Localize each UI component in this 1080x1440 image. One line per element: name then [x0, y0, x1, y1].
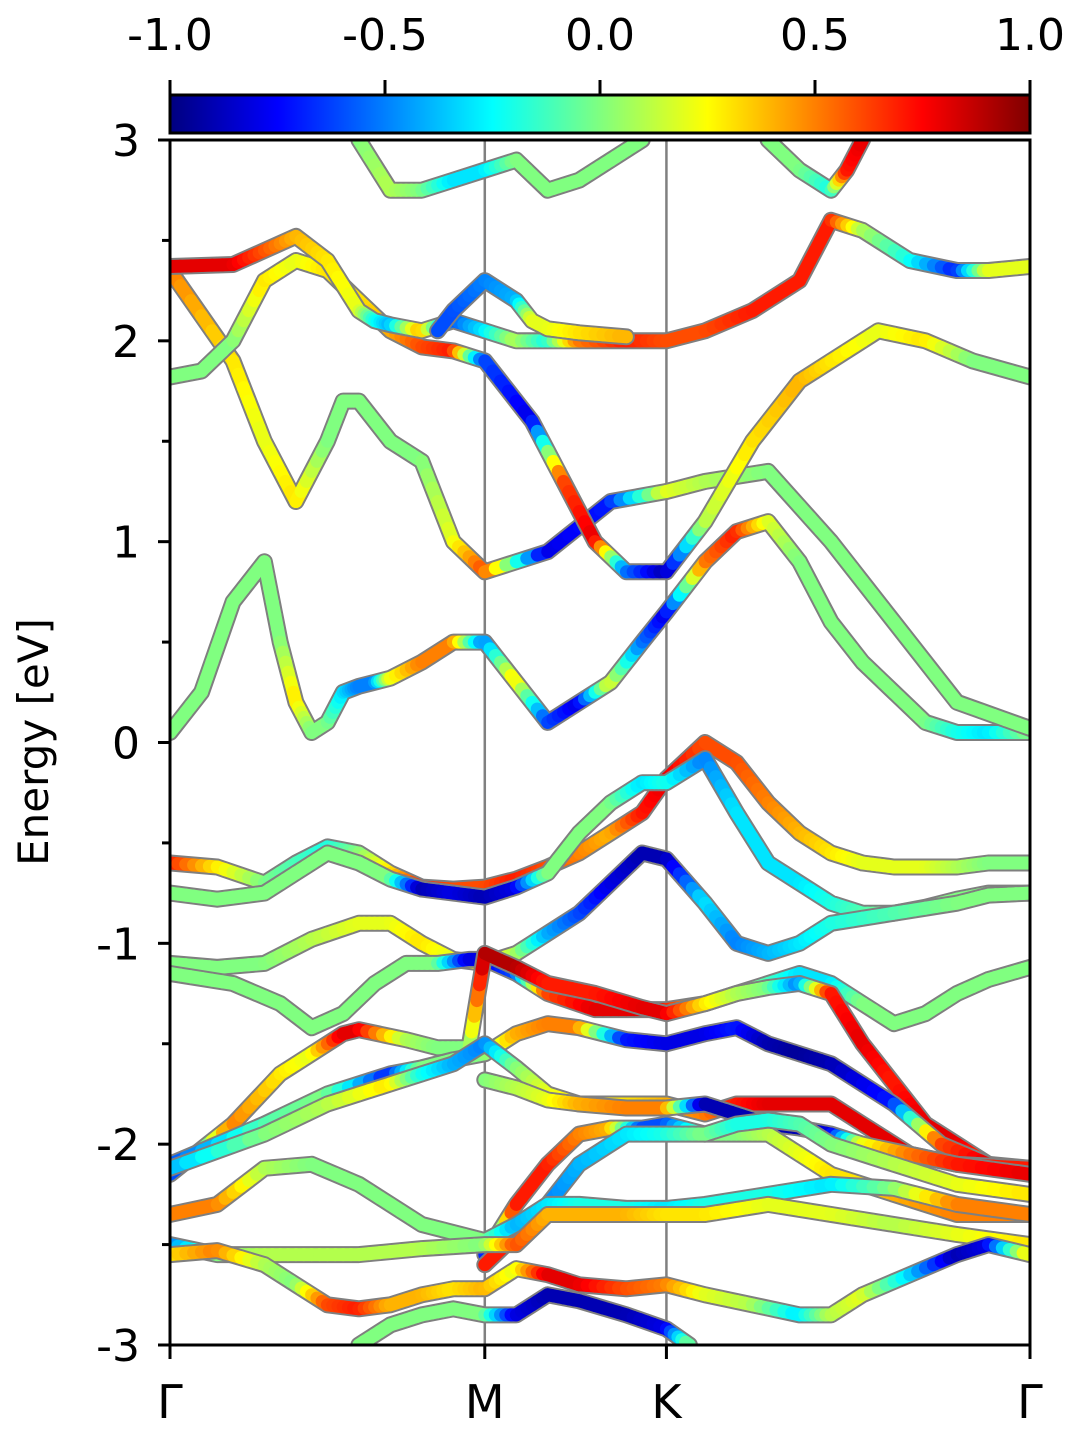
band-segment — [612, 329, 633, 344]
y-tick-label: 1 — [112, 518, 140, 569]
band-outline — [170, 252, 1030, 581]
y-axis-label: Energy [eV] — [9, 618, 58, 866]
y-tick-label: 0 — [112, 719, 140, 770]
x-tick-label: K — [651, 1375, 683, 1429]
band — [350, 140, 651, 199]
band-segment — [1011, 1206, 1030, 1221]
colorbar-tick-label: -1.0 — [127, 10, 213, 61]
y-tick-label: -1 — [96, 919, 140, 970]
band — [170, 1195, 1030, 1264]
colorbar-gradient — [168, 93, 1032, 135]
y-axis: 3 2 1 0 -1 -2 -3 — [96, 116, 170, 1372]
band — [759, 140, 871, 199]
colorbar-tick-label: 0.5 — [780, 10, 850, 61]
y-tick-label: -3 — [96, 1321, 140, 1372]
band — [429, 272, 635, 346]
plot-area: 3 2 1 0 -1 -2 -3 Γ M K Γ Energy [eV] — [9, 116, 1043, 1429]
band-segment — [1011, 1166, 1030, 1181]
x-tick-label: Γ — [157, 1375, 183, 1429]
band — [476, 1071, 1030, 1183]
y-tick-label: -2 — [96, 1120, 140, 1171]
band-segment — [1011, 1236, 1030, 1252]
band-segment — [1013, 367, 1030, 384]
band-segment — [1011, 717, 1030, 735]
colorbar-tick-label: -0.5 — [342, 10, 428, 61]
band — [170, 252, 1030, 581]
band-series — [170, 140, 1030, 1345]
y-tick-label: 2 — [112, 317, 140, 368]
band — [350, 1286, 698, 1345]
band — [170, 513, 1030, 741]
colorbar: -1.0 -0.5 0.0 0.5 1.0 — [127, 10, 1065, 135]
band — [170, 211, 1030, 350]
band — [170, 1236, 1030, 1324]
band-segment — [1011, 1186, 1030, 1201]
x-tick-label: M — [465, 1375, 505, 1429]
x-tick-label: Γ — [1017, 1375, 1043, 1429]
colorbar-tick-label: 0.0 — [565, 10, 635, 61]
y-tick-label: 3 — [112, 116, 140, 167]
colorbar-tick-label: 1.0 — [995, 10, 1065, 61]
colorbar-ticks: -1.0 -0.5 0.0 0.5 1.0 — [127, 10, 1065, 95]
